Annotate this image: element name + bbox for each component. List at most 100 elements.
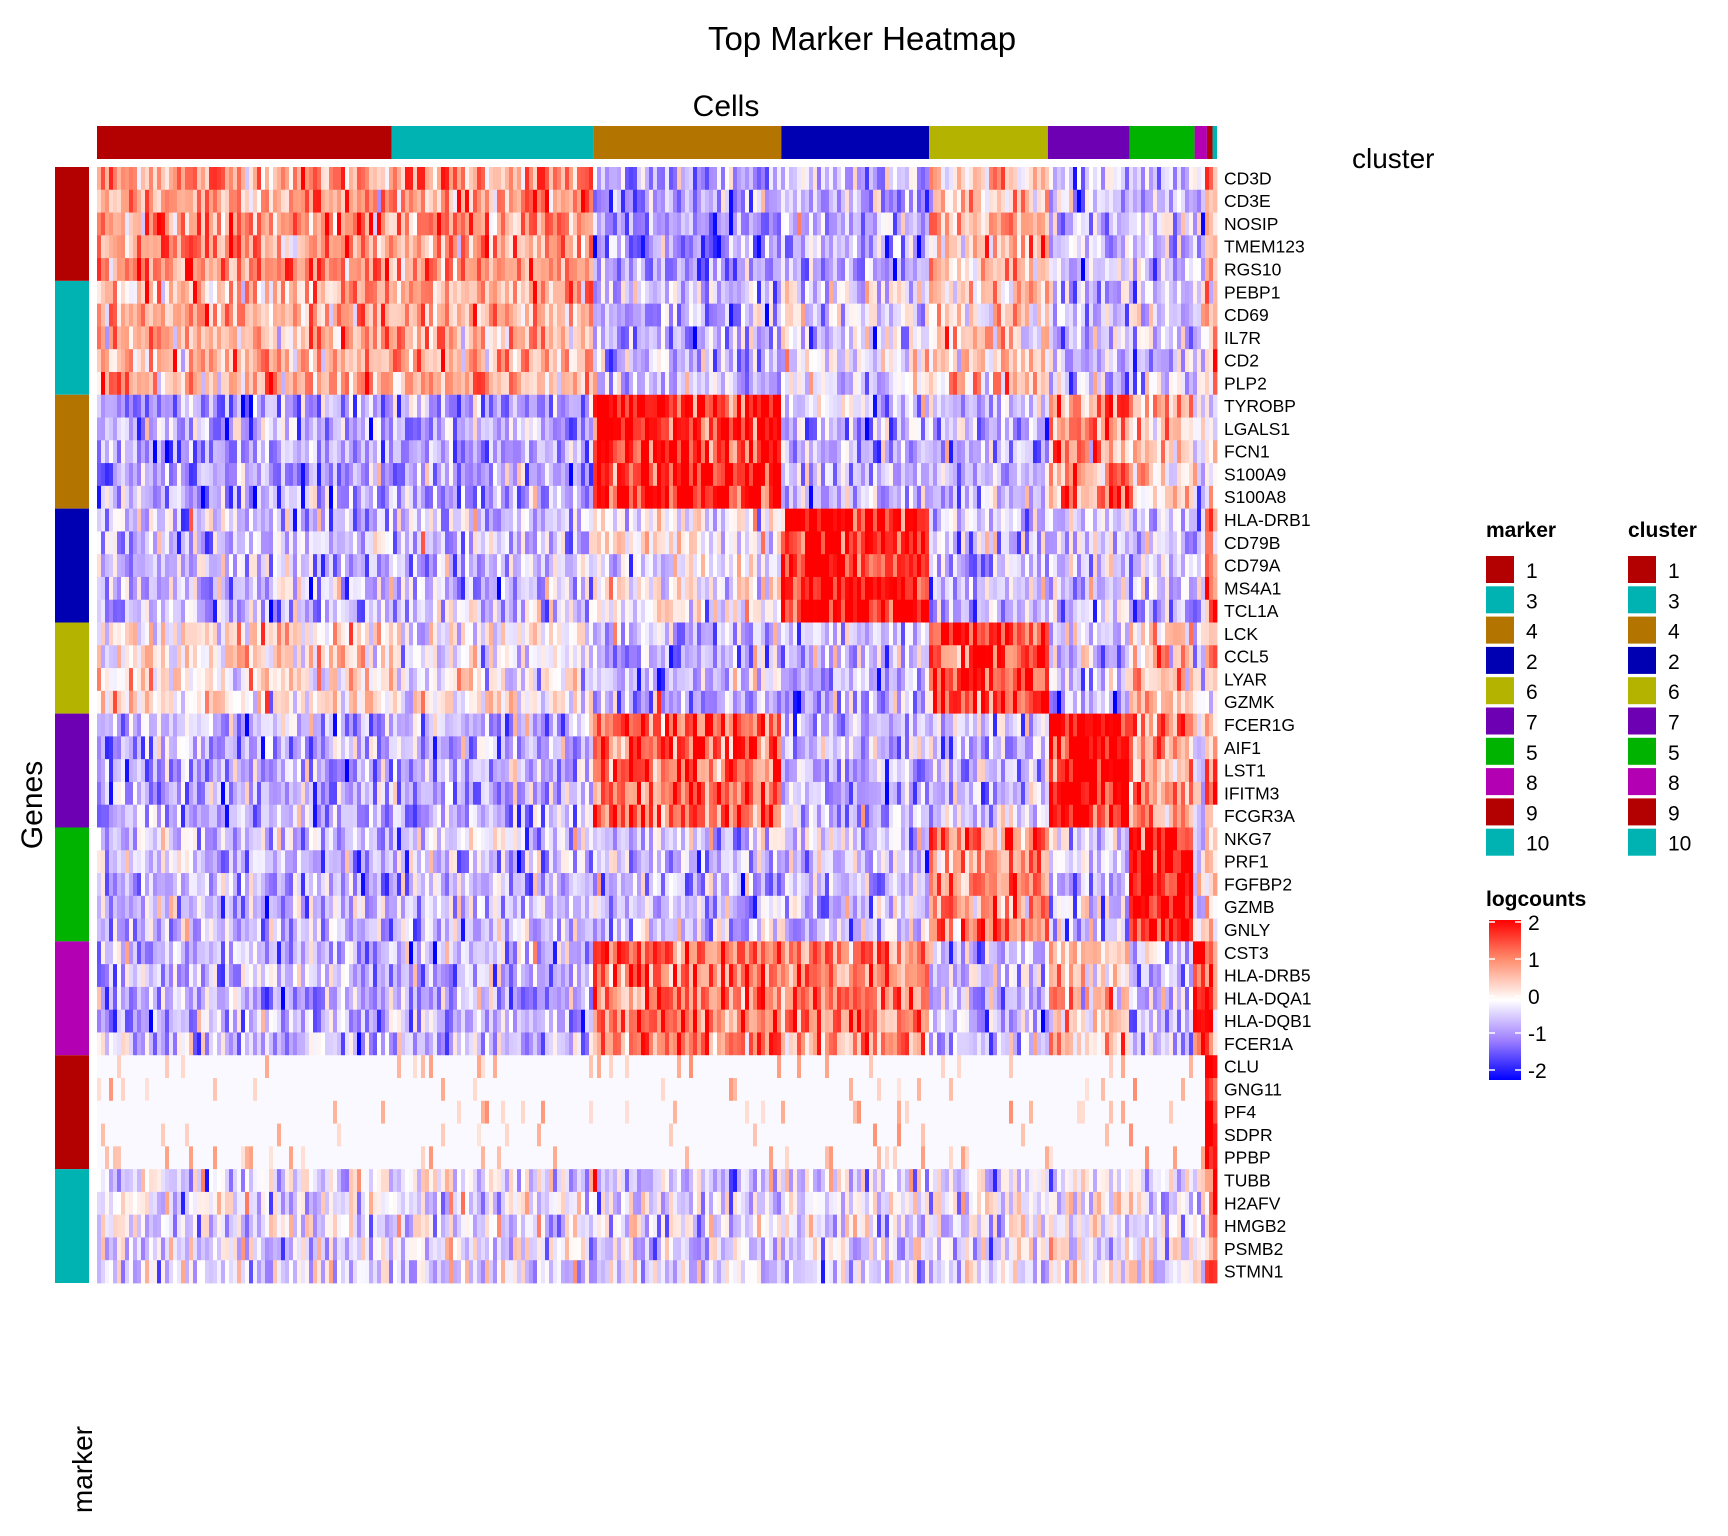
heat-cell bbox=[593, 189, 598, 213]
heat-cell bbox=[945, 235, 950, 259]
heat-cell bbox=[1173, 167, 1178, 191]
heat-cell bbox=[605, 303, 610, 327]
heat-cell bbox=[1037, 485, 1042, 510]
heat-cell bbox=[1185, 326, 1190, 350]
heat-cell bbox=[961, 235, 966, 259]
heat-cell bbox=[601, 417, 606, 441]
heat-cell bbox=[845, 417, 850, 441]
heat-cell bbox=[605, 440, 610, 464]
heat-cell bbox=[417, 554, 422, 578]
heat-cell bbox=[1145, 417, 1150, 441]
heat-cell bbox=[545, 394, 550, 418]
heat-cell bbox=[905, 167, 910, 191]
heat-cell bbox=[1069, 212, 1074, 236]
heat-cell bbox=[273, 212, 278, 236]
heat-cell bbox=[1061, 485, 1066, 510]
heat-cell bbox=[325, 394, 330, 418]
heat-cell bbox=[685, 417, 690, 441]
heat-cell bbox=[241, 235, 246, 259]
heat-cell bbox=[541, 371, 546, 396]
heat-cell bbox=[321, 167, 326, 191]
heat-cell bbox=[377, 280, 382, 305]
heat-cell bbox=[589, 554, 594, 578]
heat-cell bbox=[893, 326, 898, 350]
heat-cell bbox=[621, 258, 626, 282]
heat-cell bbox=[817, 531, 822, 555]
heat-cell bbox=[621, 303, 626, 327]
heat-cell bbox=[317, 258, 322, 282]
heat-cell bbox=[337, 371, 342, 396]
heat-cell bbox=[389, 303, 394, 327]
heat-cell bbox=[193, 440, 198, 464]
heat-cell bbox=[897, 485, 902, 510]
heat-cell bbox=[501, 485, 506, 510]
heat-cell bbox=[177, 394, 182, 418]
heat-cell bbox=[953, 531, 958, 555]
heat-cell bbox=[505, 167, 510, 191]
heat-cell bbox=[113, 554, 118, 578]
heat-cell bbox=[725, 258, 730, 282]
heat-cell bbox=[1017, 212, 1022, 236]
heat-cell bbox=[773, 394, 778, 418]
heat-cell bbox=[317, 394, 322, 418]
heat-cell bbox=[973, 508, 978, 532]
heat-cell bbox=[297, 212, 302, 236]
heat-cell bbox=[513, 212, 518, 236]
heat-cell bbox=[1113, 235, 1118, 259]
heat-cell bbox=[341, 280, 346, 305]
heat-cell bbox=[325, 280, 330, 305]
heat-cell bbox=[737, 394, 742, 418]
heat-cell bbox=[837, 235, 842, 259]
heat-cell bbox=[1209, 508, 1214, 532]
heat-cell bbox=[777, 189, 782, 213]
heat-cell bbox=[657, 417, 662, 441]
heat-cell bbox=[525, 463, 530, 487]
heat-cell bbox=[1205, 440, 1210, 464]
heat-cell bbox=[617, 189, 622, 213]
heat-cell bbox=[873, 303, 878, 327]
heat-cell bbox=[765, 326, 770, 350]
heat-cell bbox=[1185, 394, 1190, 418]
heat-cell bbox=[1025, 463, 1030, 487]
heat-cell bbox=[781, 167, 786, 191]
heat-cell bbox=[613, 189, 618, 213]
heat-cell bbox=[401, 258, 406, 282]
heat-cell bbox=[113, 212, 118, 236]
heat-cell bbox=[1025, 531, 1030, 555]
heat-cell bbox=[717, 349, 722, 373]
heat-cell bbox=[1117, 349, 1122, 373]
heat-cell bbox=[189, 417, 194, 441]
heat-cell bbox=[833, 189, 838, 213]
heat-cell bbox=[793, 258, 798, 282]
heat-cell bbox=[225, 463, 230, 487]
heat-cell bbox=[1181, 485, 1186, 510]
heat-cell bbox=[153, 303, 158, 327]
heat-cell bbox=[925, 554, 930, 578]
heat-cell bbox=[725, 417, 730, 441]
heat-cell bbox=[997, 417, 1002, 441]
heat-cell bbox=[345, 189, 350, 213]
heat-cell bbox=[101, 167, 106, 191]
heat-cell bbox=[485, 189, 490, 213]
heat-cell bbox=[1109, 280, 1114, 305]
heat-cell bbox=[937, 258, 942, 282]
heat-cell bbox=[1213, 485, 1218, 510]
heat-cell bbox=[825, 394, 830, 418]
heat-cell bbox=[1089, 508, 1094, 532]
heat-cell bbox=[437, 212, 442, 236]
heat-cell bbox=[777, 167, 782, 191]
heat-cell bbox=[889, 508, 894, 532]
heat-cell bbox=[185, 303, 190, 327]
heat-cell bbox=[1137, 485, 1142, 510]
heat-cell bbox=[1057, 463, 1062, 487]
heat-cell bbox=[797, 371, 802, 396]
heat-cell bbox=[1073, 303, 1078, 327]
heat-cell bbox=[757, 554, 762, 578]
heat-cell bbox=[601, 508, 606, 532]
heat-cell bbox=[705, 303, 710, 327]
heat-cell bbox=[477, 394, 482, 418]
heat-cell bbox=[885, 371, 890, 396]
heat-cell bbox=[961, 349, 966, 373]
heat-cell bbox=[605, 463, 610, 487]
heat-cell bbox=[201, 554, 206, 578]
